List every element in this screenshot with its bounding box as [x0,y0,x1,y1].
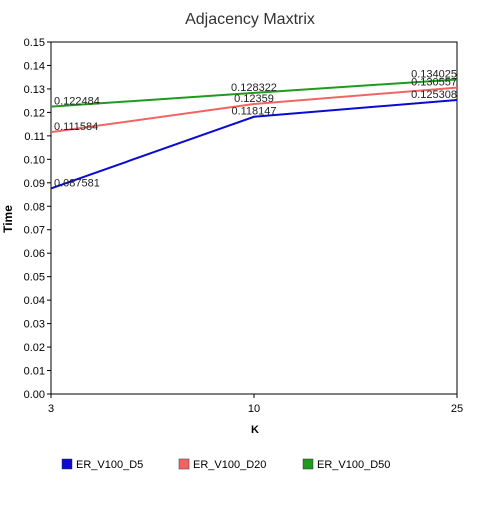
y-tick-label: 0.08 [24,201,45,213]
y-tick-label: 0.11 [24,131,45,143]
x-tick-label: 25 [451,403,463,415]
y-tick-label: 0.07 [24,225,45,237]
y-tick-label: 0.09 [24,178,45,190]
y-tick-label: 0.01 [24,366,45,378]
y-tick-label: 0.10 [24,154,45,166]
chart-title: Adjacency Maxtrix [185,11,315,28]
y-axis-label: Time [1,205,15,233]
data-label: 0.118147 [231,106,276,118]
legend-label: ER_V100_D20 [193,459,266,471]
x-tick-label: 3 [48,403,54,415]
legend-swatch [61,458,73,470]
data-label: 0.087581 [54,177,100,189]
y-tick-label: 0.03 [24,319,45,331]
series-line-er-v100-d50 [50,78,458,108]
legend: ER_V100_D5 ER_V100_D20 ER_V100_D50 [61,458,390,471]
x-axis-label: K [251,424,259,436]
data-label: 0.128322 [231,82,277,94]
y-tick-label: 0.13 [24,84,45,96]
data-label: 0.125308 [411,89,457,101]
data-label: 0.122484 [54,96,100,108]
legend-swatch [302,458,314,470]
data-label: 0.134025 [411,68,457,80]
y-tick-label: 0.14 [24,60,45,72]
series-lines [50,78,458,190]
data-label: 0.130557 [411,77,457,89]
data-label: 0.111584 [54,121,98,133]
legend-swatch [178,458,190,470]
y-tick-label: 0.02 [24,342,45,354]
y-tick-label: 0.00 [24,389,45,401]
legend-label: ER_V100_D5 [76,459,143,471]
y-tick-label: 0.12 [24,107,45,119]
x-tick-label: 10 [248,403,260,415]
y-tick-label: 0.15 [24,37,45,49]
y-tick-label: 0.05 [24,272,45,284]
y-tick-label: 0.04 [24,295,45,307]
legend-label: ER_V100_D50 [317,459,390,471]
data-labels: 0.0875810.1181470.1253080.1115840.123590… [54,68,457,189]
x-axis-ticks: 3 10 25 [48,394,463,415]
y-axis-ticks: 0.00 0.01 0.02 0.03 0.04 0.05 0.06 0.07 0.08 0.09… [24,37,51,401]
series-line-er-v100-d5 [50,98,458,190]
series-line-er-v100-d20 [50,86,458,134]
data-label: 0.12359 [234,93,274,105]
y-tick-label: 0.06 [24,248,45,260]
